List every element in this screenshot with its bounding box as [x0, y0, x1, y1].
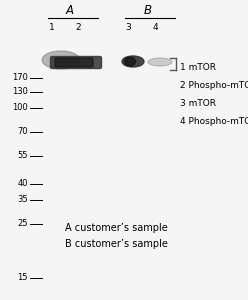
- Text: B customer’s sample: B customer’s sample: [65, 239, 168, 249]
- Text: A customer’s sample: A customer’s sample: [65, 223, 168, 233]
- Text: 100: 100: [12, 103, 28, 112]
- Text: 4: 4: [152, 23, 158, 32]
- Text: B: B: [144, 4, 152, 16]
- FancyBboxPatch shape: [51, 56, 101, 68]
- FancyBboxPatch shape: [55, 58, 93, 67]
- Text: 170: 170: [12, 74, 28, 82]
- Text: 2: 2: [75, 23, 81, 32]
- Text: 70: 70: [17, 128, 28, 136]
- Text: 15: 15: [18, 274, 28, 283]
- Text: 25: 25: [18, 220, 28, 229]
- Text: 35: 35: [17, 196, 28, 205]
- Text: A: A: [66, 4, 74, 16]
- Text: 3: 3: [125, 23, 131, 32]
- Ellipse shape: [148, 58, 172, 66]
- Text: 1: 1: [49, 23, 55, 32]
- Ellipse shape: [122, 56, 144, 67]
- Text: 2 Phospho-mTOR: 2 Phospho-mTOR: [180, 82, 248, 91]
- Text: 130: 130: [12, 88, 28, 97]
- Ellipse shape: [42, 51, 80, 69]
- Text: 55: 55: [18, 152, 28, 160]
- Text: 40: 40: [18, 179, 28, 188]
- Text: 3 mTOR: 3 mTOR: [180, 100, 216, 109]
- Text: 1 mTOR: 1 mTOR: [180, 64, 216, 73]
- Ellipse shape: [124, 57, 135, 66]
- Text: 4 Phospho-mTOR: 4 Phospho-mTOR: [180, 118, 248, 127]
